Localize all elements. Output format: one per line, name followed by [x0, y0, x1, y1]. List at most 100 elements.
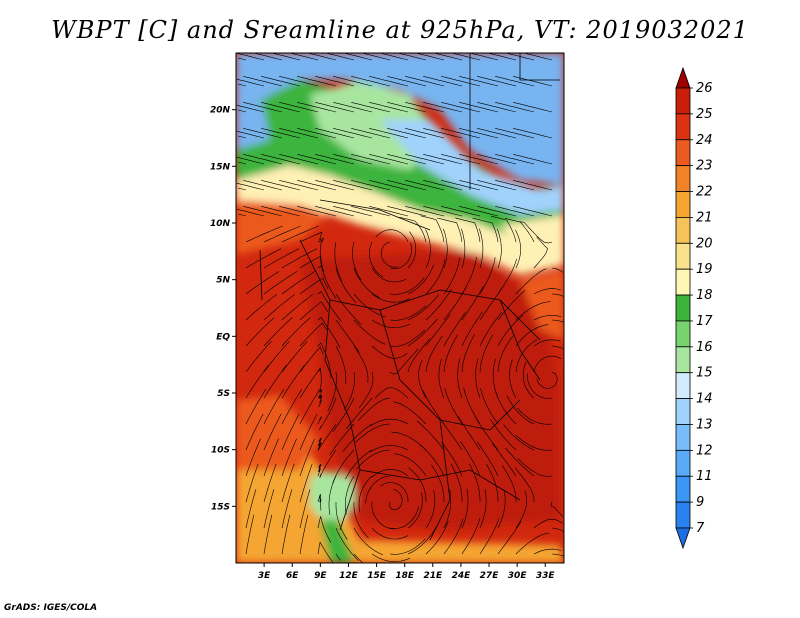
streamline: [495, 102, 535, 113]
lon-tick-label: 9E: [314, 571, 327, 581]
streamline: [335, 527, 359, 562]
country-border: [429, 419, 451, 541]
streamline: [425, 489, 436, 529]
streamline: [470, 53, 499, 61]
streamline: [399, 216, 427, 243]
streamline: [299, 255, 324, 272]
colorbar-swatch: [675, 113, 691, 141]
colorbar-label: 22: [696, 185, 713, 200]
country-border: [359, 469, 521, 501]
colorbar-label: 11: [696, 469, 713, 484]
streamline: [351, 154, 391, 165]
streamline: [479, 312, 502, 347]
streamlines: [236, 53, 564, 563]
streamline: [371, 553, 411, 563]
streamline: [335, 319, 360, 353]
colorbar-swatch: [675, 242, 691, 270]
streamline: [477, 76, 517, 87]
streamline: [263, 514, 273, 555]
streamline: [407, 318, 438, 347]
streamline: [389, 277, 425, 295]
streamline: [533, 339, 561, 347]
field-region: [236, 140, 564, 275]
field-region: [236, 53, 564, 185]
streamline: [501, 465, 517, 503]
lon-tick-label: 18E: [395, 571, 415, 581]
colorbar-swatch: [675, 268, 691, 296]
streamline: [369, 445, 409, 453]
streamline: [461, 311, 483, 347]
streamline: [261, 206, 301, 217]
streamline: [459, 102, 499, 113]
streamline: [297, 76, 337, 87]
streamline: [279, 180, 319, 191]
streamline: [431, 464, 445, 503]
streamline: [299, 346, 324, 373]
streamline: [333, 206, 373, 217]
lon-tick-label: 3E: [258, 571, 271, 581]
streamline: [352, 241, 362, 281]
streamline: [423, 76, 463, 87]
colorbar-label: 24: [696, 133, 713, 148]
streamline: [533, 288, 561, 295]
streamline: [353, 553, 363, 563]
streamline: [238, 213, 247, 217]
streamline: [488, 53, 517, 61]
streamline: [506, 53, 535, 61]
streamline: [477, 154, 517, 165]
streamline: [371, 293, 410, 303]
streamline: [495, 390, 517, 425]
streamline: [517, 407, 553, 425]
streamline: [315, 128, 355, 139]
streamline: [281, 248, 318, 269]
streamline: [299, 389, 321, 425]
streamline: [418, 359, 427, 399]
streamline: [479, 257, 496, 295]
streamline: [371, 527, 409, 540]
field-region: [380, 120, 564, 215]
streamline: [480, 388, 499, 425]
streamline: [344, 371, 355, 411]
streamline: [356, 449, 391, 470]
streamline: [342, 423, 373, 452]
streamline: [371, 469, 409, 478]
streamline: [514, 467, 535, 503]
streamline: [441, 154, 481, 165]
streamline: [425, 259, 446, 295]
lat-tick-label: 15N: [210, 162, 231, 172]
streamline: [365, 475, 391, 504]
streamline: [315, 76, 355, 87]
streamline: [457, 358, 463, 399]
streamline: [245, 489, 257, 529]
colorbar-label: 21: [696, 210, 713, 225]
streamline: [299, 301, 329, 321]
streamline: [434, 53, 463, 61]
streamline: [236, 78, 265, 87]
streamline: [515, 435, 553, 451]
streamline: [444, 388, 463, 425]
streamline: [407, 231, 417, 269]
streamline: [317, 394, 323, 408]
streamline: [315, 180, 355, 191]
streamline: [550, 501, 563, 517]
streamline: [495, 154, 535, 165]
streamline: [551, 319, 564, 323]
streamline: [333, 76, 373, 87]
streamline: [425, 314, 451, 347]
streamline: [461, 518, 481, 555]
streamline: [479, 228, 484, 269]
field-region: [300, 250, 560, 530]
streamline: [513, 128, 553, 139]
streamline: [351, 206, 391, 217]
streamline: [515, 490, 527, 529]
streamline: [459, 180, 499, 191]
streamline: [387, 154, 427, 165]
streamline: [460, 441, 481, 477]
streamline: [315, 102, 355, 113]
streamline: [238, 161, 247, 165]
streamline: [393, 401, 427, 425]
streamline: [380, 53, 409, 61]
streamline: [513, 206, 553, 217]
colorbar-label: 20: [696, 236, 713, 251]
